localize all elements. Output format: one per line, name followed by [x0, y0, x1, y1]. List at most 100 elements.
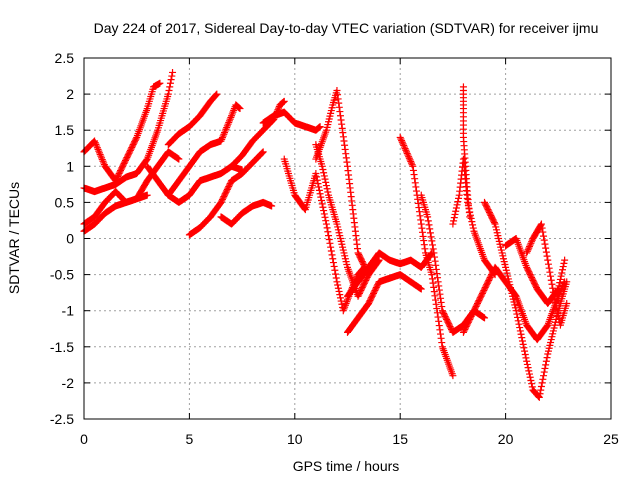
- plus-marker: [143, 191, 151, 199]
- plus-marker: [435, 282, 443, 290]
- plus-marker: [334, 281, 342, 289]
- series-track-8: [185, 148, 267, 239]
- plus-marker: [438, 303, 446, 311]
- plus-marker: [220, 130, 228, 138]
- plus-marker: [221, 129, 229, 137]
- plus-marker: [559, 266, 567, 274]
- x-tick-label: 5: [186, 431, 194, 447]
- plus-marker: [334, 284, 342, 292]
- plus-marker: [526, 241, 534, 249]
- plus-marker: [397, 135, 405, 143]
- plus-marker: [561, 256, 569, 264]
- plus-marker: [417, 216, 425, 224]
- plus-marker: [524, 246, 532, 254]
- plus-marker: [223, 124, 231, 132]
- plus-marker: [213, 90, 221, 98]
- plus-marker: [430, 249, 438, 257]
- plus-marker: [544, 260, 552, 268]
- plus-marker: [436, 326, 444, 334]
- plus-marker: [540, 372, 548, 380]
- plus-marker: [433, 309, 441, 317]
- plus-marker: [417, 285, 425, 293]
- plus-marker: [225, 118, 233, 126]
- series-track-12: [280, 155, 368, 315]
- x-tick-label: 15: [392, 431, 408, 447]
- y-axis-label: SDTVAR / TECUs: [6, 182, 22, 294]
- plus-marker: [258, 149, 266, 157]
- plus-marker: [468, 218, 476, 226]
- plus-marker: [324, 228, 332, 236]
- plus-marker: [323, 224, 331, 232]
- plus-marker: [211, 92, 219, 100]
- plus-marker: [437, 298, 445, 306]
- plus-marker: [515, 320, 523, 328]
- plus-marker: [437, 334, 445, 342]
- plus-marker: [430, 288, 438, 296]
- plus-marker: [323, 185, 331, 193]
- plus-marker: [92, 140, 100, 148]
- plus-marker: [436, 290, 444, 298]
- plus-marker: [451, 210, 459, 218]
- plus-marker: [400, 141, 408, 149]
- y-tick-labels: 2.5 2 1.5 1 0.5 0 -0.5 -1 -1.5 -2 -2.5: [50, 50, 74, 427]
- plus-marker: [326, 239, 334, 247]
- plus-marker: [226, 115, 234, 123]
- plus-marker: [280, 97, 288, 105]
- plus-marker: [414, 195, 422, 203]
- plus-marker: [434, 278, 442, 286]
- grid-lines: [84, 58, 611, 419]
- plus-marker: [430, 283, 438, 291]
- plus-marker: [419, 232, 427, 240]
- series-track-14: [312, 86, 373, 279]
- plus-marker: [551, 295, 559, 303]
- x-tick-label: 20: [498, 431, 514, 447]
- plus-marker: [540, 232, 548, 240]
- plus-marker: [543, 354, 551, 362]
- plus-marker: [547, 276, 555, 284]
- plus-marker: [467, 214, 475, 222]
- series-track-5: [164, 90, 221, 149]
- plus-marker: [547, 272, 555, 280]
- series-track-23: [502, 235, 569, 307]
- plus-marker: [525, 367, 533, 375]
- plus-marker: [556, 279, 564, 287]
- plus-marker: [421, 245, 429, 253]
- plus-marker: [437, 294, 445, 302]
- plus-marker: [432, 296, 440, 304]
- plus-marker: [407, 157, 415, 165]
- plus-marker: [175, 155, 183, 163]
- plus-marker: [279, 99, 287, 107]
- x-tick-label: 10: [287, 431, 303, 447]
- plus-marker: [313, 176, 321, 184]
- plus-marker: [424, 217, 432, 225]
- plus-marker: [315, 183, 323, 191]
- plus-marker: [313, 173, 321, 181]
- plus-marker: [554, 308, 562, 316]
- series-track-4: [80, 191, 151, 235]
- series-track-2: [80, 68, 177, 196]
- plus-marker: [537, 383, 545, 391]
- plus-marker: [169, 68, 177, 76]
- plus-marker: [516, 327, 524, 335]
- plus-marker: [466, 213, 474, 221]
- plus-marker: [322, 178, 330, 186]
- y-tick-label: 2: [66, 86, 74, 102]
- plus-marker: [449, 220, 457, 228]
- plus-marker: [525, 244, 533, 252]
- plus-marker: [280, 98, 288, 106]
- plus-marker: [563, 278, 571, 286]
- plus-marker: [519, 340, 527, 348]
- plus-marker: [432, 300, 440, 308]
- plus-marker: [336, 291, 344, 299]
- plus-marker: [540, 368, 548, 376]
- plus-marker: [315, 123, 323, 131]
- plus-marker: [542, 357, 550, 365]
- plus-marker: [411, 175, 419, 183]
- plus-marker: [526, 373, 534, 381]
- plus-marker: [418, 224, 426, 232]
- plus-marker: [236, 105, 244, 113]
- plus-marker: [517, 330, 525, 338]
- series-track-9: [217, 198, 276, 228]
- plus-marker: [432, 261, 440, 269]
- plus-marker: [400, 143, 408, 151]
